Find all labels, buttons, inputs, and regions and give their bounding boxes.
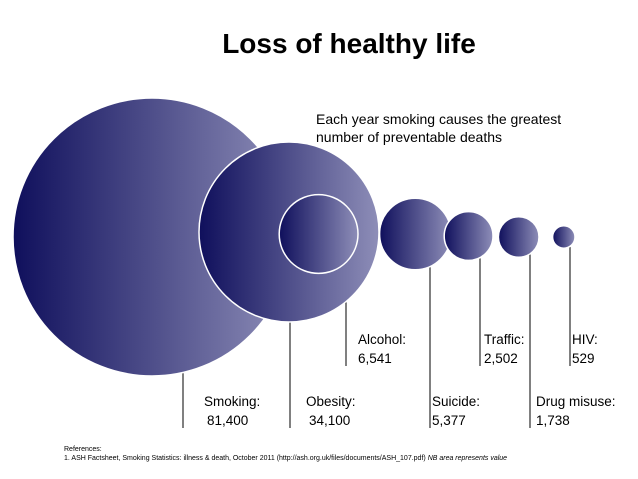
bubble-traffic xyxy=(443,210,494,262)
bubbles xyxy=(12,97,576,377)
label-alcohol: Alcohol: xyxy=(358,332,406,347)
value-smoking: 81,400 xyxy=(207,413,248,428)
label-traffic: Traffic: xyxy=(484,332,525,347)
value-alcohol: 6,541 xyxy=(358,351,392,366)
value-drug: 1,738 xyxy=(536,413,570,428)
label-obesity: Obesity: xyxy=(306,394,356,409)
label-suicide: Suicide: xyxy=(432,394,480,409)
label-hiv: HIV: xyxy=(572,332,598,347)
bubble-hiv xyxy=(551,225,576,249)
references-citation: 1. ASH Factsheet, Smoking Statistics: il… xyxy=(64,455,426,462)
references: References: 1. ASH Factsheet, Smoking St… xyxy=(64,445,507,463)
subtitle: Each year smoking causes the greatest nu… xyxy=(316,110,616,146)
bubble-alcohol xyxy=(278,193,359,275)
label-drug: Drug misuse: xyxy=(536,394,616,409)
bubble-drug xyxy=(497,215,540,259)
page-title: Loss of healthy life xyxy=(222,28,476,59)
references-line: 1. ASH Factsheet, Smoking Statistics: il… xyxy=(64,454,507,463)
bubble-suicide xyxy=(378,197,452,271)
subtitle-line-1: Each year smoking causes the greatest xyxy=(316,111,562,127)
subtitle-line-2: number of preventable deaths xyxy=(316,129,503,145)
label-smoking: Smoking: xyxy=(204,394,260,409)
value-traffic: 2,502 xyxy=(484,351,518,366)
bubble-labels: Smoking: 81,400 Obesity: 34,100 Alcohol: 6,54… xyxy=(204,332,616,428)
references-heading: References: xyxy=(64,446,102,453)
references-note: NB area represents value xyxy=(427,455,508,462)
value-suicide: 5,377 xyxy=(432,413,466,428)
value-obesity: 34,100 xyxy=(309,413,350,428)
value-hiv: 529 xyxy=(572,351,595,366)
